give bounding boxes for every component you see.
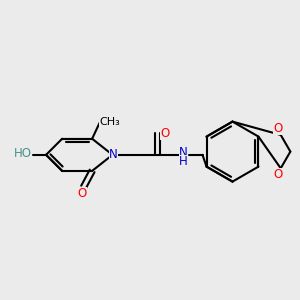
- Text: O: O: [78, 187, 87, 200]
- Text: O: O: [273, 168, 282, 181]
- Text: O: O: [160, 127, 169, 140]
- Text: H: H: [179, 155, 188, 168]
- Text: O: O: [273, 122, 282, 135]
- Text: CH₃: CH₃: [99, 117, 120, 127]
- Text: HO: HO: [14, 147, 32, 160]
- Text: N: N: [109, 148, 118, 161]
- Text: N: N: [179, 146, 188, 159]
